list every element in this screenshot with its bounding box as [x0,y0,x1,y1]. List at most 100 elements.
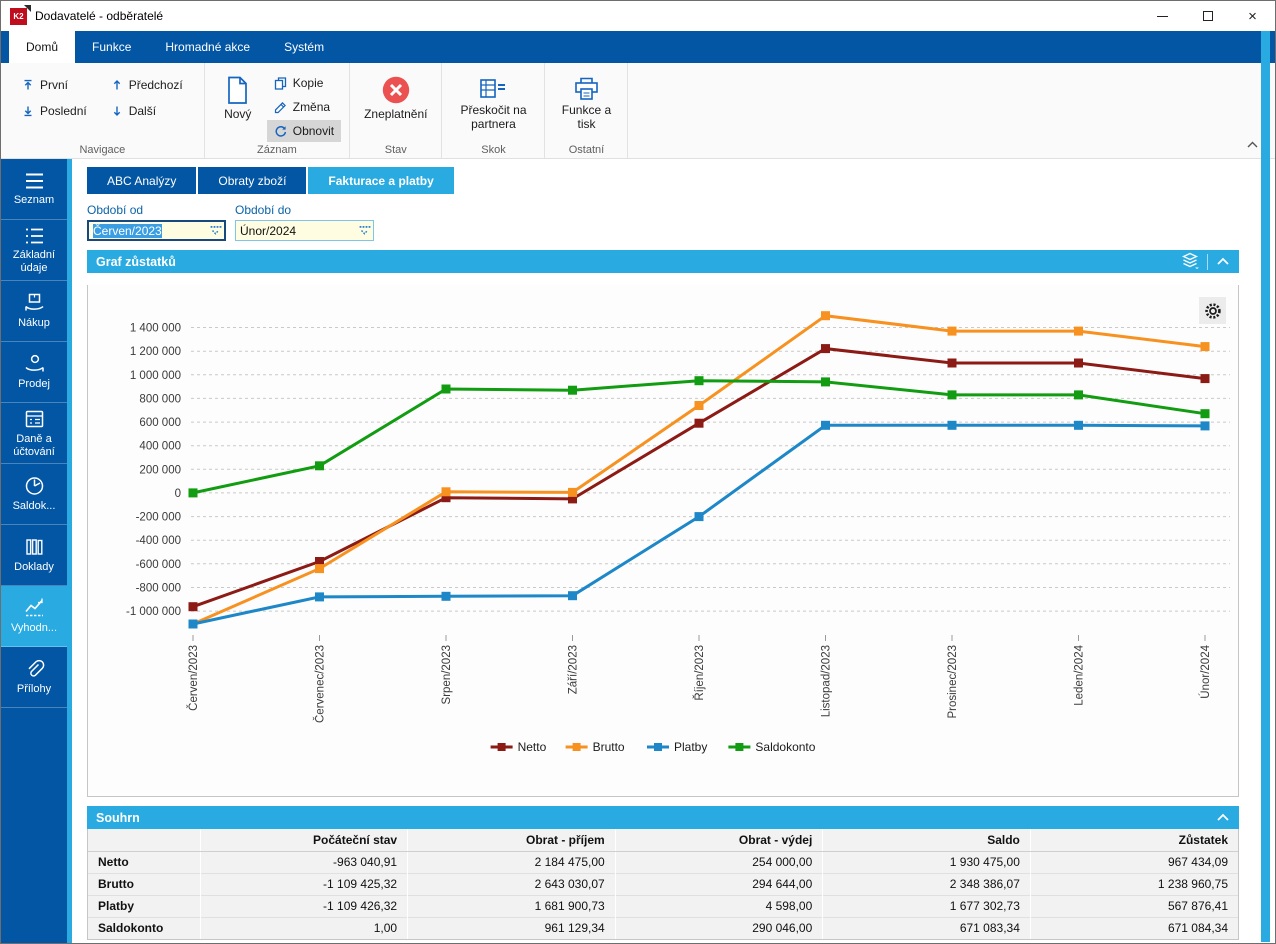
group-label-skok: Skok [481,144,506,156]
group-label-zaznam: Záznam [257,144,297,156]
summary-cell: 671 084,34 [1029,916,1238,939]
summary-row-label: Brutto [88,872,200,895]
documents-icon [25,539,42,556]
ribbon-tab-bar: Domů Funkce Hromadné akce Systém [1,31,1275,63]
invalidate-button[interactable]: Zneplatnění [358,68,433,122]
sidebar-item-dane-a-uctovani[interactable]: Daně a účtování [1,403,67,464]
refresh-button[interactable]: Obnovit [266,120,342,142]
ribbon-tab-system[interactable]: Systém [284,40,325,54]
tab-obraty-zbozi[interactable]: Obraty zboží [198,167,307,194]
svg-text:400 000: 400 000 [139,441,181,453]
ribbon: První Poslední Předchozí Další Navigace [1,63,1275,159]
change-button[interactable]: Změna [267,96,341,118]
svg-text:-400 000: -400 000 [136,535,181,547]
svg-text:Brutto: Brutto [593,740,625,754]
svg-text:800 000: 800 000 [139,393,181,405]
summary-cell: 294 644,00 [614,872,823,895]
maximize-button[interactable] [1185,1,1230,31]
last-icon [24,106,32,117]
filter-row: Období od Červen/2023 Období do Únor/202… [87,203,1275,241]
svg-text:1 200 000: 1 200 000 [130,346,181,358]
title-bar: K2 Dodavatelé - odběratelé × [1,1,1275,31]
summary-cell: 1 681 900,73 [407,894,616,917]
summary-cell: 4 598,00 [614,894,823,917]
maximize-icon [1202,11,1213,21]
layers-button[interactable] [1181,252,1199,272]
k2-logo: K2 [10,4,31,25]
combo-dropdown-icon[interactable] [209,224,222,237]
summary-column-header: Saldo [822,829,1031,852]
period-to-combobox[interactable]: Únor/2024 [235,220,374,241]
minimize-button[interactable] [1140,1,1185,31]
combo-dropdown-icon[interactable] [358,224,371,237]
new-button[interactable]: Nový [213,68,263,122]
ribbon-tab-funkce[interactable]: Funkce [92,40,132,54]
summary-corner-cell [88,829,200,852]
content-tabs: ABC Analýzy Obraty zboží Fakturace a pla… [87,167,1275,194]
sidebar-item-zakladni-udaje[interactable]: Základní údaje [1,220,67,281]
jump-partner-icon [480,79,506,98]
copy-icon [274,76,286,90]
sidebar-item-vyhodnoceni[interactable]: Vyhodn... [1,586,67,647]
summary-panel-title: Souhrn [96,810,140,825]
sidebar-item-nakup[interactable]: Nákup [1,281,67,342]
previous-button[interactable]: Předchozí [104,74,190,96]
jump-partner-button[interactable]: Přeskočit na partnera [450,68,536,132]
collapse-chevron-icon [1247,141,1258,148]
chart-collapse-button[interactable] [1216,255,1230,269]
evaluation-chart-icon [24,598,43,617]
ribbon-group-zaznam: Nový Kopie Změna Obnovit Záznam [205,63,351,158]
summary-header-row: Počáteční stav Obrat - příjem Obrat - výde… [88,829,1238,852]
sidebar-item-label: Daně a účtování [13,433,55,458]
group-label-ostatni: Ostatní [568,144,605,156]
next-button[interactable]: Další [104,100,190,122]
invalidate-icon [382,76,409,104]
ribbon-tab-domu[interactable]: Domů [9,31,76,63]
summary-cell: 967 434,09 [1029,851,1238,873]
sidebar-item-saldokonto[interactable]: Saldok... [1,464,67,525]
group-label-stav: Stav [384,144,407,156]
invalidate-label: Zneplatnění [364,107,428,121]
new-document-icon [228,76,248,104]
sidebar-item-doklady[interactable]: Doklady [1,525,67,586]
close-button[interactable]: × [1230,1,1275,31]
summary-cell: 2 643 030,07 [407,872,616,895]
svg-text:-1 000 000: -1 000 000 [126,606,181,618]
collapse-chevron-icon [1217,257,1229,265]
ribbon-tab-hromadne-akce[interactable]: Hromadné akce [165,40,251,54]
first-icon [24,79,32,90]
svg-text:Leden/2024: Leden/2024 [1074,644,1086,705]
summary-collapse-button[interactable] [1216,811,1230,825]
previous-label: Předchozí [128,78,183,92]
svg-text:Listopad/2023: Listopad/2023 [821,645,833,717]
svg-text:Říjen/2023: Říjen/2023 [693,645,706,701]
sidebar-item-prilohy[interactable]: Přílohy [1,647,67,708]
summary-cell: 2 184 475,00 [407,851,616,873]
summary-cell: -1 109 426,32 [199,894,408,917]
sidebar-item-seznam[interactable]: Seznam [1,159,67,220]
summary-cell: 1 930 475,00 [822,851,1031,873]
svg-text:600 000: 600 000 [139,417,181,429]
functions-print-label: Funkce a tisk [561,103,612,131]
ribbon-group-skok: Přeskočit na partnera Skok [442,63,546,158]
copy-button[interactable]: Kopie [267,72,341,94]
tab-abc-analyzy[interactable]: ABC Analýzy [87,167,197,194]
summary-column-header: Obrat - příjem [407,829,616,852]
balance-icon [25,477,43,496]
detail-list-icon [25,228,43,244]
summary-row: Brutto -1 109 425,32 2 643 030,07 294 644,0… [88,872,1238,895]
balance-line-chart: 1 400 000 1 200 000 1 000 000 800 000 600 00… [126,311,1230,754]
svg-text:-200 000: -200 000 [136,512,181,524]
sidebar-item-prodej[interactable]: Prodej [1,342,67,403]
functions-print-button[interactable]: Funkce a tisk [553,68,619,132]
period-from-combobox[interactable]: Červen/2023 [87,220,226,241]
first-button[interactable]: První [15,74,94,96]
chart-panel-header: Graf zůstatků [87,250,1239,273]
ribbon-collapse-button[interactable] [1246,136,1259,154]
tab-fakturace-a-platby[interactable]: Fakturace a platby [308,167,454,194]
svg-text:Červenec/2023: Červenec/2023 [314,645,327,723]
last-button[interactable]: Poslední [15,100,94,122]
chart-settings-button[interactable] [1199,297,1226,324]
sidebar-item-label: Přílohy [16,683,52,696]
collapse-chevron-icon [1217,813,1229,821]
